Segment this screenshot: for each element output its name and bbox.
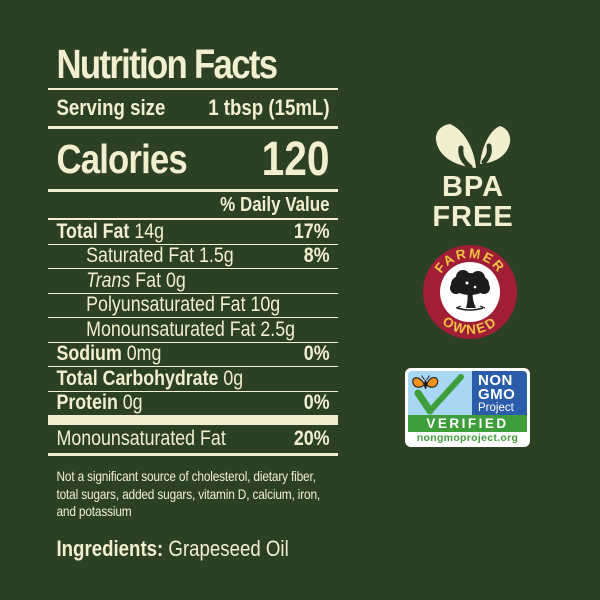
nutrient-row-total-fat: Total Fat 14g 17%	[56, 219, 330, 243]
serving-size-row: Serving size 1 tbsp (15mL)	[48, 90, 338, 126]
calories-row: Calories 120	[48, 129, 338, 189]
serving-size-label: Serving size	[56, 95, 166, 120]
nutrient-rows: Total Fat 14g 17% Saturated Fat 1.5g 8% …	[48, 219, 339, 416]
daily-value-header: % Daily Value	[48, 192, 339, 220]
footnote-text: Not a significant source of cholesterol,…	[56, 468, 321, 519]
thick-separator-bar	[48, 415, 339, 425]
nutrient-row-saturated-fat: Saturated Fat 1.5g 8%	[48, 243, 339, 269]
nutrient-value: 0%	[303, 342, 330, 366]
summary-row-monounsaturated-fat: Monounsaturated Fat 20%	[48, 425, 338, 453]
ingredients-label: Ingredients:	[56, 535, 164, 561]
non-gmo-line1: NON	[478, 372, 513, 389]
verified-band: VERIFIED	[408, 415, 527, 432]
divider	[48, 126, 339, 129]
calories-value: 120	[261, 132, 330, 186]
divider	[48, 189, 339, 192]
bpa-text-line2: FREE	[432, 201, 514, 233]
bpa-text-line1: BPA	[441, 171, 505, 203]
two-leaves-icon	[435, 124, 511, 170]
non-gmo-url-text: nongmoproject.org	[416, 432, 519, 444]
divider	[48, 88, 339, 90]
non-gmo-project-verified-badge: NON GMO Project VERIFIED nongmoproject.o…	[405, 368, 530, 447]
ingredients-line: Ingredients: Grapeseed Oil	[56, 536, 329, 562]
nutrient-row-polyunsaturated-fat: Polyunsaturated Fat 10g	[48, 292, 339, 318]
nutrient-row-total-carbohydrate: Total Carbohydrate 0g	[48, 366, 339, 391]
nutrient-row-trans-fat: Trans Fat 0g	[48, 268, 339, 293]
summary-value: 20%	[293, 427, 330, 450]
calories-label: Calories	[56, 135, 187, 182]
svg-text:OWNED: OWNED	[440, 314, 500, 338]
serving-size-value: 1 tbsp (15mL)	[208, 95, 330, 120]
nutrient-value: 0%	[303, 391, 330, 415]
nutrient-row-monounsaturated-fat: Monounsaturated Fat 2.5g	[48, 317, 339, 342]
ingredients-value: Grapeseed Oil	[163, 535, 289, 561]
monarch-butterfly-checkmark-icon	[412, 374, 464, 415]
owned-arc-text: OWNED	[440, 314, 498, 338]
farmer-owned-badge: FARMER OWNED	[423, 245, 517, 339]
nutrition-facts-title: Nutrition Facts	[56, 41, 278, 87]
nutrient-value: 8%	[303, 244, 330, 268]
divider	[48, 453, 339, 456]
non-gmo-line2: GMO	[478, 386, 516, 403]
summary-label: Monounsaturated Fat	[56, 427, 226, 450]
non-gmo-line3: Project	[478, 402, 514, 414]
nutrient-row-protein: Protein 0g 0%	[48, 390, 339, 416]
nutrient-row-sodium: Sodium 0mg 0%	[48, 341, 339, 367]
nutrition-facts-panel: Nutrition Facts Serving size 1 tbsp (15m…	[48, 0, 339, 562]
nutrient-value: 17%	[293, 219, 330, 243]
bpa-free-badge: BPA FREE	[403, 122, 543, 233]
oak-tree-icon	[450, 270, 490, 311]
